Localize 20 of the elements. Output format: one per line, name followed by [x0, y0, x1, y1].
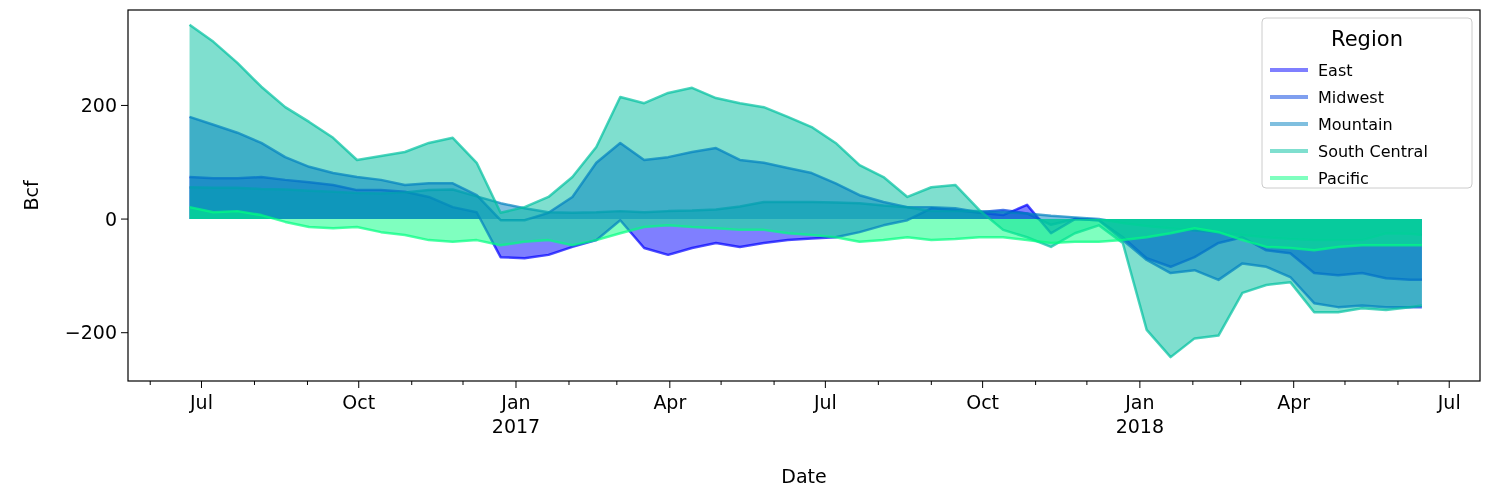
x-tick-label: Jul	[1436, 391, 1461, 413]
x-tick-label: Jul	[189, 391, 213, 413]
legend-label: Mountain	[1318, 114, 1393, 134]
y-tick-label: 0	[104, 207, 117, 230]
legend-title: Region	[1331, 27, 1403, 51]
y-axis-title: Bcf	[20, 179, 42, 211]
x-tick-label: Jul	[812, 391, 837, 413]
legend-label: East	[1318, 60, 1353, 80]
x-tick-label: Oct	[966, 391, 1000, 413]
x-tick-label: Jan 2017	[491, 391, 541, 437]
legend-label: Midwest	[1318, 87, 1384, 107]
x-axis-title: Date	[781, 465, 827, 487]
x-tick-label: Oct	[342, 391, 376, 413]
y-tick-label: 200	[80, 94, 117, 117]
y-tick-label: −200	[64, 321, 117, 344]
x-tick-label: Apr	[653, 391, 687, 413]
legend-label: Pacific	[1318, 168, 1369, 188]
x-tick-label: Jan 2018	[1115, 391, 1165, 437]
legend-label: South Central	[1318, 141, 1428, 161]
x-tick-label: Apr	[1277, 391, 1311, 413]
